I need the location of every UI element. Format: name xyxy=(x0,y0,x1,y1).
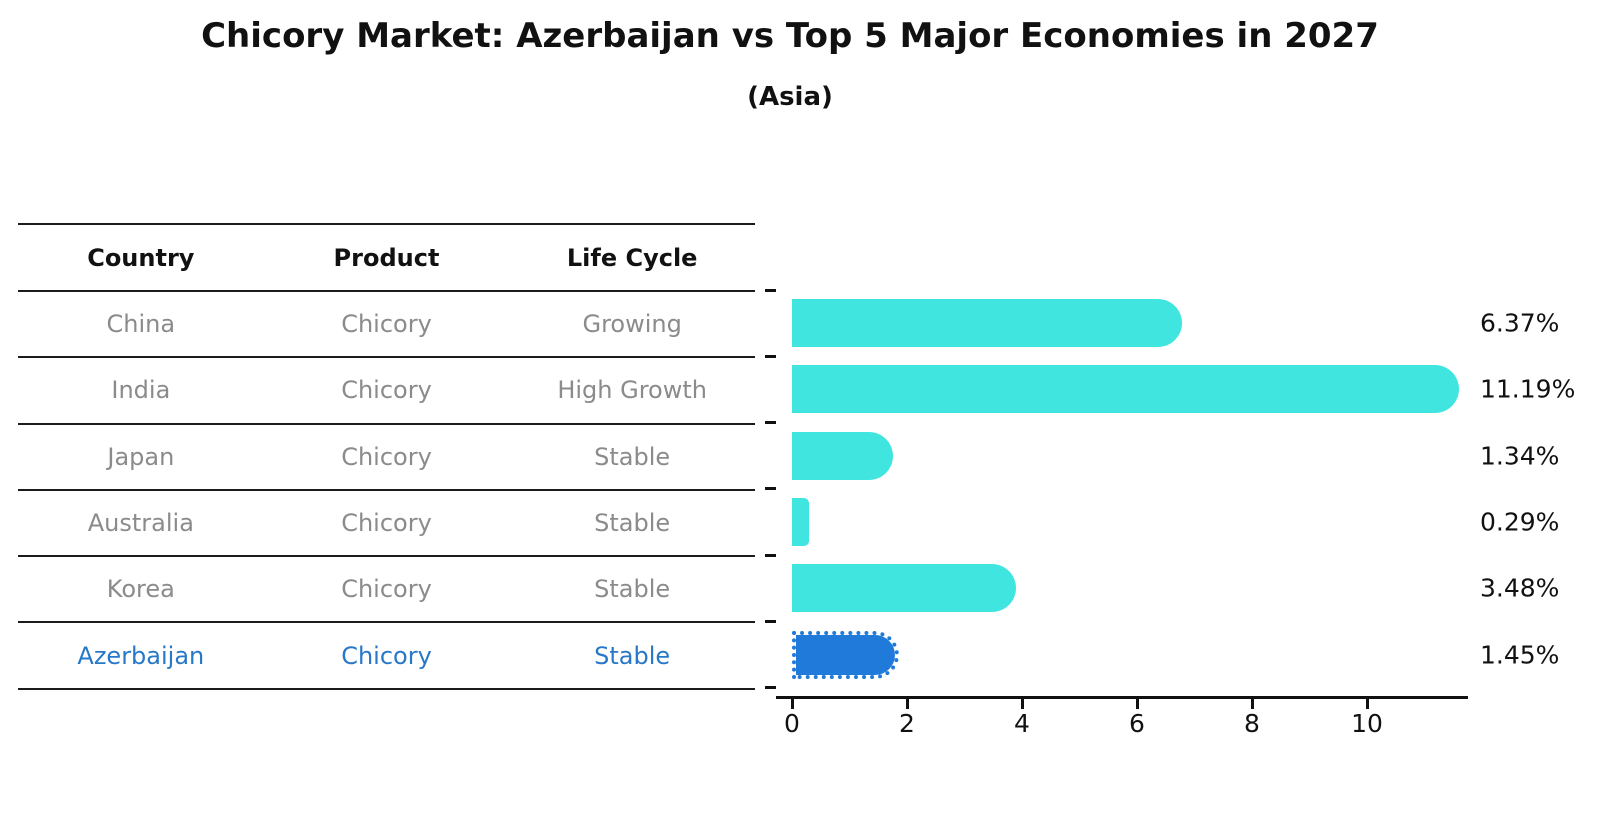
table-cell-country: Japan xyxy=(107,442,175,471)
x-axis-tick xyxy=(1020,699,1024,709)
table-row: Azerbaijan Chicory Stable xyxy=(18,621,755,687)
table-row: Japan Chicory Stable xyxy=(18,422,755,489)
table-cell-life-cycle: Growing xyxy=(582,310,682,339)
table-cell-life-cycle: Stable xyxy=(594,442,671,471)
y-axis-tick xyxy=(765,288,776,292)
x-axis-tick-label: 6 xyxy=(1129,709,1145,738)
x-axis-tick-label: 4 xyxy=(1014,709,1030,738)
x-axis-tick xyxy=(1135,699,1139,709)
bar-japan xyxy=(792,431,894,480)
table-cell-life-cycle: Stable xyxy=(594,575,671,604)
table-cell-country: India xyxy=(111,376,171,405)
country-table: Country Product Life Cycle China Chicory Grow… xyxy=(18,223,755,690)
x-axis-tick-label: 10 xyxy=(1351,709,1383,738)
bar-korea xyxy=(792,564,1017,613)
y-axis-tick xyxy=(765,553,776,557)
table-cell-country: Korea xyxy=(106,575,175,604)
x-axis-line xyxy=(776,696,1468,699)
y-axis-tick xyxy=(765,620,776,624)
table-cell-life-cycle: Stable xyxy=(594,509,671,538)
x-axis-tick-label: 2 xyxy=(899,709,915,738)
table-row: China Chicory Growing xyxy=(18,290,755,356)
table-cell-life-cycle: Stable xyxy=(594,641,671,670)
value-label-india: 11.19% xyxy=(1480,374,1576,404)
table-cell-product: Chicory xyxy=(341,641,432,670)
x-axis-tick-label: 0 xyxy=(784,709,800,738)
table-cell-product: Chicory xyxy=(341,310,432,339)
value-label-azerbaijan: 1.45% xyxy=(1480,640,1560,670)
y-axis-tick xyxy=(765,686,776,690)
value-label-china: 6.37% xyxy=(1480,308,1560,338)
table-cell-product: Chicory xyxy=(341,376,432,405)
table-cell-product: Chicory xyxy=(341,575,432,604)
bar-australia xyxy=(792,498,809,547)
y-axis-tick xyxy=(765,421,776,425)
x-axis-tick xyxy=(905,699,909,709)
table-cell-country: China xyxy=(106,310,176,339)
x-axis-tick xyxy=(790,699,794,709)
table-cell-country: Australia xyxy=(87,509,194,538)
chart-subtitle: (Asia) xyxy=(747,82,833,112)
column-header: Country xyxy=(87,243,195,272)
x-axis-tick xyxy=(1365,699,1369,709)
chart-title: Chicory Market: Azerbaijan vs Top 5 Majo… xyxy=(201,16,1379,56)
table-row: India Chicory High Growth xyxy=(18,356,755,422)
bar-india xyxy=(792,365,1460,414)
x-axis-tick xyxy=(1250,699,1254,709)
table-header-row: Country Product Life Cycle xyxy=(18,223,755,290)
bar-azerbaijan xyxy=(792,630,900,679)
value-label-korea: 3.48% xyxy=(1480,573,1560,603)
table-cell-life-cycle: High Growth xyxy=(557,376,707,405)
table-row: Australia Chicory Stable xyxy=(18,488,755,555)
y-axis-tick xyxy=(765,487,776,491)
table-cell-product: Chicory xyxy=(341,509,432,538)
value-label-japan: 1.34% xyxy=(1480,441,1560,471)
table-cell-country: Azerbaijan xyxy=(77,641,205,670)
table-cell-product: Chicory xyxy=(341,442,432,471)
bar-china xyxy=(792,299,1183,348)
column-header: Product xyxy=(333,243,440,272)
value-label-australia: 0.29% xyxy=(1480,507,1560,537)
column-header: Life Cycle xyxy=(566,243,698,272)
table-row: Korea Chicory Stable xyxy=(18,555,755,621)
y-axis-tick xyxy=(765,354,776,358)
x-axis-tick-label: 8 xyxy=(1244,709,1260,738)
